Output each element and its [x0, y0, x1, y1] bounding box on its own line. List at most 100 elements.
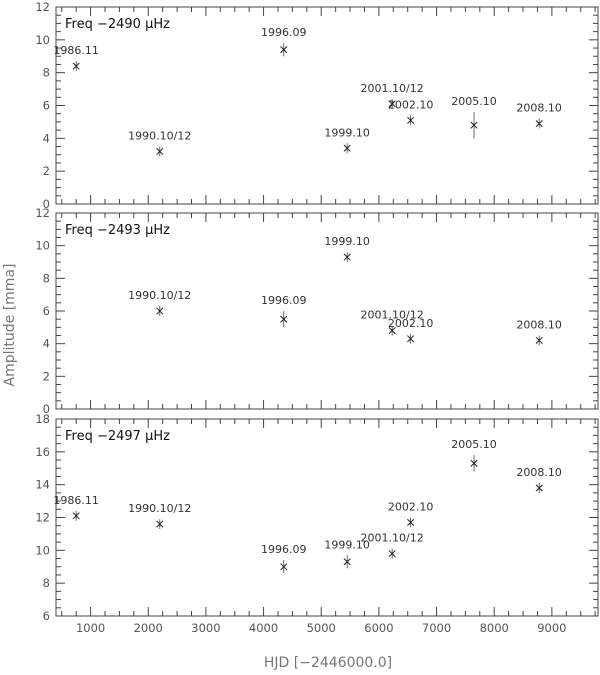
y-tick-label: 8 — [43, 576, 50, 590]
point-marker — [156, 147, 164, 156]
x-tick-label: 9000 — [537, 621, 566, 635]
point-marker — [156, 520, 164, 528]
data-point: 1996.09 — [261, 294, 307, 328]
panel-title: Freq −2493 μHz — [65, 223, 170, 238]
x-tick-label: 4000 — [249, 621, 278, 635]
point-label: 1990.10/12 — [128, 130, 191, 143]
point-label: 2005.10 — [451, 438, 497, 451]
y-tick-label: 4 — [43, 131, 50, 145]
point-marker — [388, 327, 396, 335]
data-point: 1999.10 — [324, 235, 370, 262]
point-marker — [280, 46, 288, 54]
plot-frame — [55, 418, 599, 617]
y-tick-label: 4 — [43, 337, 50, 351]
point-marker — [470, 121, 478, 129]
point-marker — [72, 62, 80, 70]
data-point: 2001.10/12 — [361, 532, 424, 559]
point-label: 1999.10 — [324, 126, 370, 139]
y-tick-label: 10 — [35, 239, 50, 253]
point-label: 2008.10 — [516, 102, 562, 115]
panel-title: Freq −2497 μHz — [65, 429, 170, 444]
x-tick-label: 5000 — [307, 621, 336, 635]
point-marker — [343, 144, 351, 152]
panel-3: 6 8 10 12 14 16 18 1000 2000 3000 4000 5000 6000 7000… — [35, 412, 599, 635]
data-point: 2008.10 — [516, 466, 562, 493]
point-marker — [535, 336, 543, 344]
x-tick-label: 6000 — [364, 621, 393, 635]
y-tick-label: 6 — [43, 609, 50, 623]
x-tick-label: 1000 — [76, 621, 105, 635]
point-label: 2008.10 — [516, 319, 562, 332]
data-point: 1986.11 — [53, 494, 99, 521]
data-point: 1996.09 — [261, 543, 307, 574]
data-point: 1990.10/12 — [128, 289, 191, 316]
y-tick-label: 6 — [43, 304, 50, 318]
y-tick-label: 8 — [43, 66, 50, 80]
data-point: 1996.09 — [261, 26, 307, 57]
y-tick-label: 10 — [35, 33, 50, 47]
panel-2: 0 2 4 6 8 10 12 Freq −2493 μHz 1990.10/12 1996.09… — [35, 206, 599, 416]
x-tick-label: 7000 — [422, 621, 451, 635]
y-tick-label: 2 — [43, 369, 50, 383]
point-label: 1990.10/12 — [128, 502, 191, 515]
point-label: 1996.09 — [261, 543, 307, 556]
panels: 0 2 4 6 8 10 12 Freq −2490 μHz 1986.11 1990.10/12… — [35, 0, 599, 635]
y-tick-label: 6 — [43, 99, 50, 113]
data-point: 2005.10 — [451, 95, 497, 139]
x-tick-label: 3000 — [191, 621, 220, 635]
point-label: 2002.10 — [388, 317, 434, 330]
data-point: 2002.10 — [388, 501, 434, 528]
point-marker — [280, 315, 288, 323]
data-point: 2005.10 — [451, 438, 497, 472]
y-tick-label: 2 — [43, 164, 50, 178]
point-marker — [156, 307, 164, 315]
x-axis-label: HJD [−2446000.0] — [264, 655, 392, 671]
point-label: 2002.10 — [388, 98, 434, 111]
y-tick-label: 16 — [35, 445, 50, 459]
point-label: 2002.10 — [388, 501, 434, 514]
point-marker — [388, 100, 396, 108]
y-tick-label: 8 — [43, 271, 50, 285]
data-point: 1990.10/12 — [128, 130, 191, 157]
y-tick-label: 12 — [35, 206, 50, 220]
point-label: 1999.10 — [324, 538, 370, 551]
data-point: 2002.10 — [388, 317, 434, 344]
point-label: 1999.10 — [324, 235, 370, 248]
data-point: 1999.10 — [324, 126, 370, 154]
y-axis-label: Amplitude [mma] — [2, 264, 18, 387]
point-label: 2001.10/12 — [361, 82, 424, 95]
point-label: 1990.10/12 — [128, 289, 191, 302]
point-marker — [407, 335, 415, 343]
point-label: 2001.10/12 — [361, 309, 424, 322]
point-marker — [72, 512, 80, 520]
point-marker — [388, 550, 396, 558]
point-marker — [535, 484, 543, 492]
y-tick-label: 14 — [35, 478, 50, 492]
point-label: 1996.09 — [261, 294, 307, 307]
point-label: 2008.10 — [516, 466, 562, 479]
data-point: 2001.10/12 — [361, 82, 424, 109]
point-marker — [343, 558, 351, 566]
x-tick-label: 2000 — [134, 621, 163, 635]
panel-title: Freq −2490 μHz — [65, 17, 170, 32]
point-marker — [470, 459, 478, 467]
point-marker — [280, 563, 288, 571]
data-point: 2001.10/12 — [361, 309, 424, 336]
y-tick-label: 18 — [35, 412, 50, 426]
point-label: 1996.09 — [261, 26, 307, 39]
data-point: 2008.10 — [516, 102, 562, 129]
x-tick-label: 8000 — [480, 621, 509, 635]
point-marker — [407, 518, 415, 526]
data-point: 1986.11 — [53, 44, 99, 72]
data-point: 2008.10 — [516, 319, 562, 346]
point-marker — [407, 116, 415, 124]
y-tick-label: 0 — [43, 197, 50, 211]
y-tick-label: 12 — [35, 0, 50, 14]
data-point: 1990.10/12 — [128, 502, 191, 529]
y-tick-label: 10 — [35, 543, 50, 557]
y-tick-label: 0 — [43, 402, 50, 416]
y-tick-label: 12 — [35, 511, 50, 525]
point-marker — [535, 120, 543, 128]
point-marker — [343, 253, 351, 261]
